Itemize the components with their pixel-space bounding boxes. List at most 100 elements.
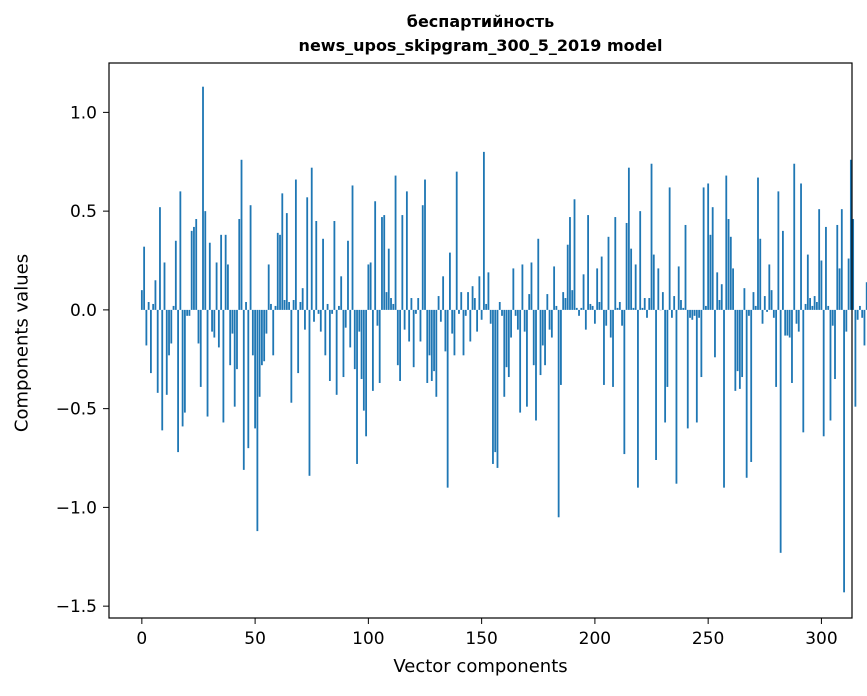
bar — [863, 309, 866, 346]
bar — [381, 217, 383, 310]
bar — [371, 309, 374, 391]
bar — [691, 309, 694, 320]
bar — [680, 300, 682, 310]
bar — [786, 309, 789, 336]
bar — [673, 296, 676, 310]
bar — [752, 292, 755, 310]
bar — [519, 309, 522, 413]
bar — [297, 309, 300, 374]
bar — [480, 309, 483, 320]
bar — [854, 309, 857, 407]
bar — [401, 215, 404, 310]
bar — [562, 292, 565, 310]
bar — [641, 307, 644, 310]
bar — [843, 309, 845, 593]
bar — [607, 236, 610, 310]
bar — [215, 262, 218, 310]
bar — [347, 240, 349, 310]
bar — [245, 301, 247, 310]
bar — [530, 262, 533, 310]
bar — [800, 183, 802, 310]
bar — [664, 309, 667, 423]
bar — [374, 201, 377, 310]
bar — [643, 298, 646, 310]
bar — [793, 163, 796, 310]
bar — [229, 309, 232, 366]
bar — [333, 221, 336, 310]
bar — [539, 309, 542, 376]
bar — [385, 292, 388, 310]
bar — [263, 309, 266, 362]
bar — [473, 298, 476, 310]
bar — [582, 274, 585, 310]
bar — [557, 309, 560, 518]
bar — [546, 294, 549, 310]
bar — [451, 309, 454, 334]
bar — [791, 309, 793, 383]
bar — [163, 262, 166, 310]
bar — [408, 309, 411, 342]
bar — [492, 309, 494, 464]
bar — [630, 248, 633, 310]
bar — [627, 167, 630, 310]
bar — [227, 264, 229, 310]
bar — [267, 264, 270, 310]
bar — [306, 197, 309, 310]
bar — [526, 309, 528, 407]
bar — [709, 234, 712, 310]
bar — [591, 305, 594, 310]
y-tick-label: −1.5 — [56, 597, 97, 617]
bar — [859, 305, 861, 310]
bar — [290, 309, 293, 403]
bar — [498, 301, 501, 310]
bar — [632, 307, 635, 310]
bar — [478, 276, 481, 310]
chart-title: беспартийность — [406, 12, 555, 31]
bar — [222, 309, 225, 423]
bar — [684, 224, 687, 310]
bar — [847, 258, 850, 310]
bar — [788, 309, 791, 338]
bar — [612, 309, 614, 387]
bar — [186, 309, 189, 316]
bar — [254, 309, 257, 429]
bar — [335, 309, 338, 395]
bar — [804, 303, 807, 310]
bar — [172, 305, 175, 310]
bar — [836, 224, 839, 310]
bar — [369, 262, 372, 310]
bar — [797, 309, 800, 332]
bar — [145, 309, 148, 346]
bar — [861, 309, 864, 318]
bar — [458, 309, 460, 314]
y-tick-label: 0.5 — [70, 202, 97, 222]
bar — [444, 309, 447, 352]
x-tick-label: 50 — [244, 629, 266, 649]
bar — [580, 307, 583, 310]
bar — [802, 309, 805, 433]
bar — [532, 309, 535, 366]
bar — [566, 244, 569, 310]
bar — [494, 309, 497, 453]
bar — [410, 298, 413, 310]
bar — [256, 309, 259, 532]
bar — [285, 213, 288, 310]
x-tick-label: 150 — [465, 629, 497, 649]
bar — [655, 309, 657, 460]
bar — [748, 309, 750, 316]
bar — [283, 300, 286, 310]
bar — [154, 280, 157, 310]
bar — [358, 309, 361, 332]
bar — [276, 232, 279, 310]
bar — [399, 309, 401, 381]
bar — [485, 303, 488, 310]
bar — [140, 290, 143, 310]
bar — [750, 309, 753, 462]
bar — [211, 309, 213, 332]
bar — [183, 309, 186, 413]
bar — [261, 309, 263, 366]
bar — [170, 309, 173, 344]
bar — [387, 248, 390, 310]
bar — [199, 309, 202, 387]
bar — [625, 222, 628, 310]
